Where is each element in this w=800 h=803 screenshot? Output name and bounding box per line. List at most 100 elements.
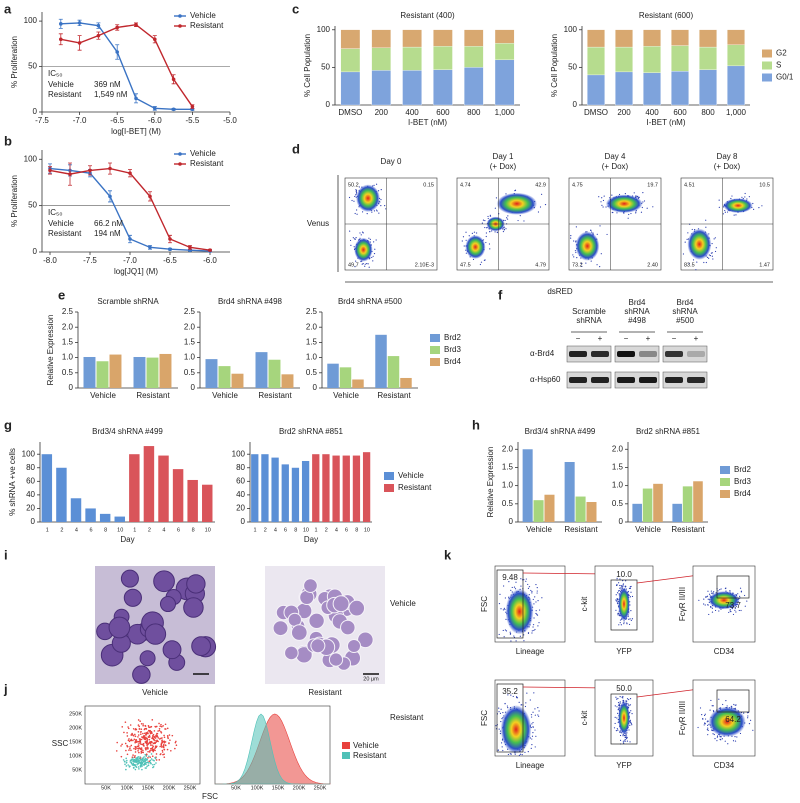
event — [160, 743, 163, 746]
flow-event — [721, 738, 723, 740]
x-tick-label: 6 — [90, 527, 93, 533]
flow-event — [523, 640, 525, 642]
event — [147, 724, 150, 727]
cell — [348, 599, 366, 617]
blot-band — [639, 351, 657, 357]
blot-band — [665, 351, 683, 357]
x-tick-label: 4 — [274, 527, 277, 533]
bar — [159, 353, 172, 388]
bar-segment — [615, 71, 633, 106]
flow-event — [502, 749, 504, 752]
cell — [153, 570, 175, 593]
flow-event — [616, 717, 618, 719]
flow-event — [711, 255, 713, 257]
flow-event — [570, 237, 572, 239]
flow-event — [534, 708, 536, 710]
x-tick-label: DMSO — [584, 108, 608, 117]
event — [120, 745, 122, 747]
flow-event — [620, 584, 622, 587]
bar — [158, 455, 169, 522]
cell — [183, 597, 204, 618]
flow-event — [627, 590, 629, 593]
legend-swatch — [178, 14, 182, 18]
event — [155, 746, 157, 749]
y-tick-label: 80 — [26, 463, 35, 472]
bar — [70, 498, 82, 522]
flow-event — [631, 724, 633, 726]
tick-label: 250K — [184, 785, 197, 791]
panel-letter: e — [58, 287, 65, 302]
tick-label: 200K — [293, 785, 306, 791]
quadrant-value: 73.2 — [572, 262, 583, 268]
event — [161, 749, 164, 752]
y-tick-label: 0.5 — [306, 368, 318, 377]
quadrant-value: 4.74 — [460, 182, 471, 188]
chart-title: Resistant (400) — [400, 11, 455, 20]
x-tick-label: 1,000 — [495, 108, 516, 117]
chart-title: Brd4 shRNA #498 — [218, 297, 283, 306]
flow-event — [752, 202, 754, 205]
annotation: 194 nM — [94, 229, 121, 238]
flow-event — [495, 197, 498, 199]
event — [134, 759, 136, 762]
flow-event — [616, 584, 618, 586]
event — [127, 764, 130, 766]
y-tick-label: 100 — [317, 25, 331, 34]
flow-event — [533, 629, 535, 632]
flow-event — [686, 238, 688, 240]
blot-strip — [614, 371, 660, 389]
gate — [610, 579, 638, 631]
flow-event — [585, 262, 587, 264]
x-tick-label: -5.5 — [186, 116, 200, 125]
legend-swatch — [178, 152, 182, 156]
x-tick-label: Vehicle — [90, 391, 116, 400]
event — [154, 747, 156, 750]
event — [147, 756, 149, 759]
event — [142, 724, 144, 727]
bar — [187, 479, 198, 522]
flow-event — [498, 707, 500, 709]
event — [150, 758, 153, 760]
panel-letter: c — [292, 1, 299, 16]
flow-event — [527, 587, 530, 589]
flow-event — [712, 733, 714, 735]
flow-event — [532, 711, 534, 713]
tick-label: 100K — [251, 785, 264, 791]
event — [129, 747, 131, 750]
event — [140, 752, 143, 754]
flow-event — [573, 240, 575, 242]
y-axis-label: Relative Expression — [486, 447, 495, 518]
event — [150, 725, 153, 728]
flow-density — [575, 231, 600, 261]
flow-event — [504, 219, 506, 222]
bar-segment — [643, 46, 661, 73]
flow-event — [630, 721, 632, 724]
flow-event — [729, 590, 731, 592]
event — [175, 740, 177, 743]
flow-event — [743, 594, 746, 597]
event — [136, 745, 139, 748]
flow-event — [600, 253, 602, 255]
event — [133, 747, 135, 750]
bar-segment — [699, 29, 717, 48]
image-label: Vehicle — [142, 688, 168, 697]
bar — [339, 367, 352, 388]
x-tick-label: 6 — [345, 527, 348, 533]
flow-event — [535, 583, 537, 586]
flow-event — [538, 622, 540, 624]
flow-event — [366, 262, 368, 265]
flow-event — [531, 630, 533, 632]
event — [126, 735, 129, 737]
flow-event — [738, 609, 740, 612]
flow-event — [708, 257, 710, 259]
flow-event — [517, 219, 519, 222]
flow-event — [619, 578, 621, 580]
flow-event — [481, 222, 483, 224]
flow-event — [734, 609, 736, 611]
flow-event — [711, 252, 713, 254]
data-point — [153, 106, 157, 111]
flow-event — [626, 698, 629, 700]
flow-density — [465, 235, 486, 259]
cell — [290, 624, 308, 641]
event — [154, 739, 156, 742]
